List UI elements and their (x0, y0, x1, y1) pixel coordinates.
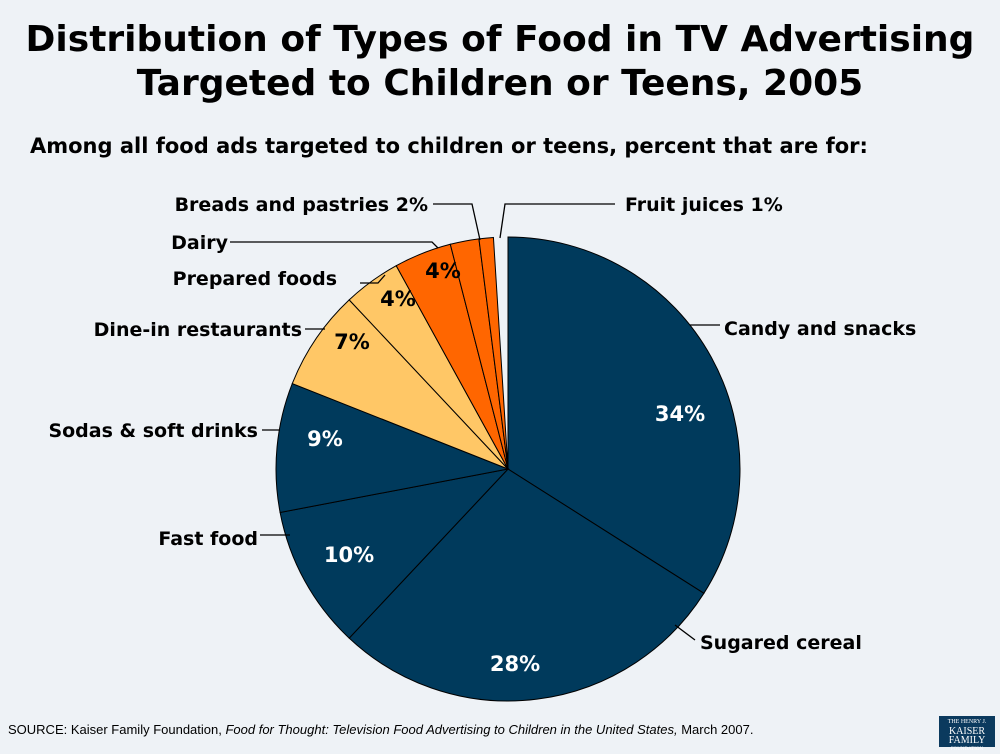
leader-line (230, 241, 439, 249)
source-note: SOURCE: Kaiser Family Foundation, Food f… (8, 722, 753, 737)
pie-slice-fast-food (279, 468, 510, 639)
source-suffix: March 2007. (677, 722, 754, 737)
data-label: 4% (425, 259, 461, 283)
slice-label: Sugared cereal (700, 632, 862, 654)
chart-subtitle: Among all food ads targeted to children … (30, 134, 868, 158)
pie-slice-dine-in-restaurants (291, 299, 509, 470)
kff-logo: THE HENRY J. KAISER FAMILY FOUNDATION (939, 716, 995, 752)
leader-line (433, 203, 481, 241)
leader-line (360, 274, 386, 284)
pie-slice-sodas-soft-drinks (275, 382, 510, 514)
pie-slice-fruit-juices (478, 236, 509, 470)
pie-slice-candy-and-snacks (507, 236, 741, 595)
data-label: 9% (307, 427, 343, 451)
logo-line2: KAISER (948, 726, 986, 737)
slice-label: Breads and pastries 2% (175, 194, 428, 216)
chart-title: Distribution of Types of Food in TV Adve… (25, 19, 975, 104)
leader-line (499, 203, 615, 239)
pie-slice-sugared-cereal (348, 468, 705, 702)
slice-label: Dairy (171, 232, 228, 254)
source-title: Food for Thought: Television Food Advert… (225, 722, 678, 737)
logo-line3: FAMILY (948, 735, 986, 746)
data-label: 28% (490, 652, 540, 676)
data-label: 4% (380, 287, 416, 311)
slice-label: Candy and snacks (724, 318, 916, 340)
slice-label: Prepared foods (173, 268, 337, 290)
leader-line (674, 624, 696, 641)
source-prefix: SOURCE: Kaiser Family Foundation, (8, 722, 226, 737)
data-label: 34% (655, 402, 705, 426)
slice-label: Fruit juices 1% (625, 194, 783, 216)
slice-label: Fast food (158, 528, 258, 550)
logo-line1: THE HENRY J. (947, 719, 987, 725)
data-label: 10% (324, 543, 374, 567)
slice-label: Dine-in restaurants (94, 319, 302, 341)
slice-label: Sodas & soft drinks (48, 420, 258, 442)
data-label: 7% (334, 330, 370, 354)
